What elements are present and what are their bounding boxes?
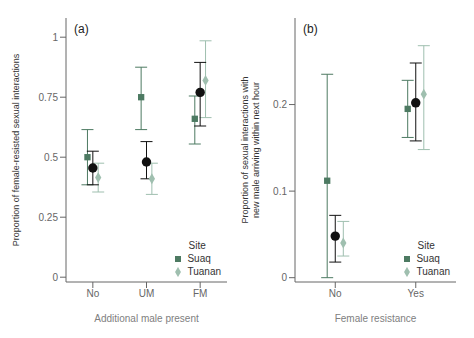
html-text:Site: Site bbox=[188, 240, 206, 251]
html-text:Tuanan: Tuanan bbox=[416, 266, 450, 277]
html-text:Suaq: Suaq bbox=[416, 253, 440, 264]
html-text:(a): (a) bbox=[74, 22, 89, 36]
svg-text:Proportion of female-resisted: Proportion of female-resisted sexual int… bbox=[11, 53, 21, 246]
svg-text:No: No bbox=[329, 288, 342, 299]
svg-text:Yes: Yes bbox=[408, 288, 424, 299]
html-text:Suaq: Suaq bbox=[187, 253, 211, 264]
html-text:Site: Site bbox=[417, 240, 435, 251]
svg-text:1: 1 bbox=[52, 32, 58, 43]
svg-text:0.75: 0.75 bbox=[39, 92, 59, 103]
svg-text:Additional male present: Additional male present bbox=[94, 313, 199, 324]
svg-text:Proportion of sexual interacti: Proportion of sexual interactions withne… bbox=[240, 76, 261, 223]
svg-text:0: 0 bbox=[281, 272, 287, 283]
svg-text:FM: FM bbox=[193, 288, 207, 299]
svg-text:0.25: 0.25 bbox=[39, 212, 59, 223]
svg-text:0: 0 bbox=[52, 272, 58, 283]
svg-text:0.1: 0.1 bbox=[273, 186, 287, 197]
svg-text:Female resistance: Female resistance bbox=[335, 313, 417, 324]
html-text:(b): (b) bbox=[303, 22, 318, 36]
svg-text:No: No bbox=[86, 288, 99, 299]
svg-text:UM: UM bbox=[139, 288, 155, 299]
svg-text:0.5: 0.5 bbox=[44, 152, 58, 163]
svg-text:0.2: 0.2 bbox=[273, 99, 287, 110]
html-text:Tuanan: Tuanan bbox=[187, 266, 221, 277]
